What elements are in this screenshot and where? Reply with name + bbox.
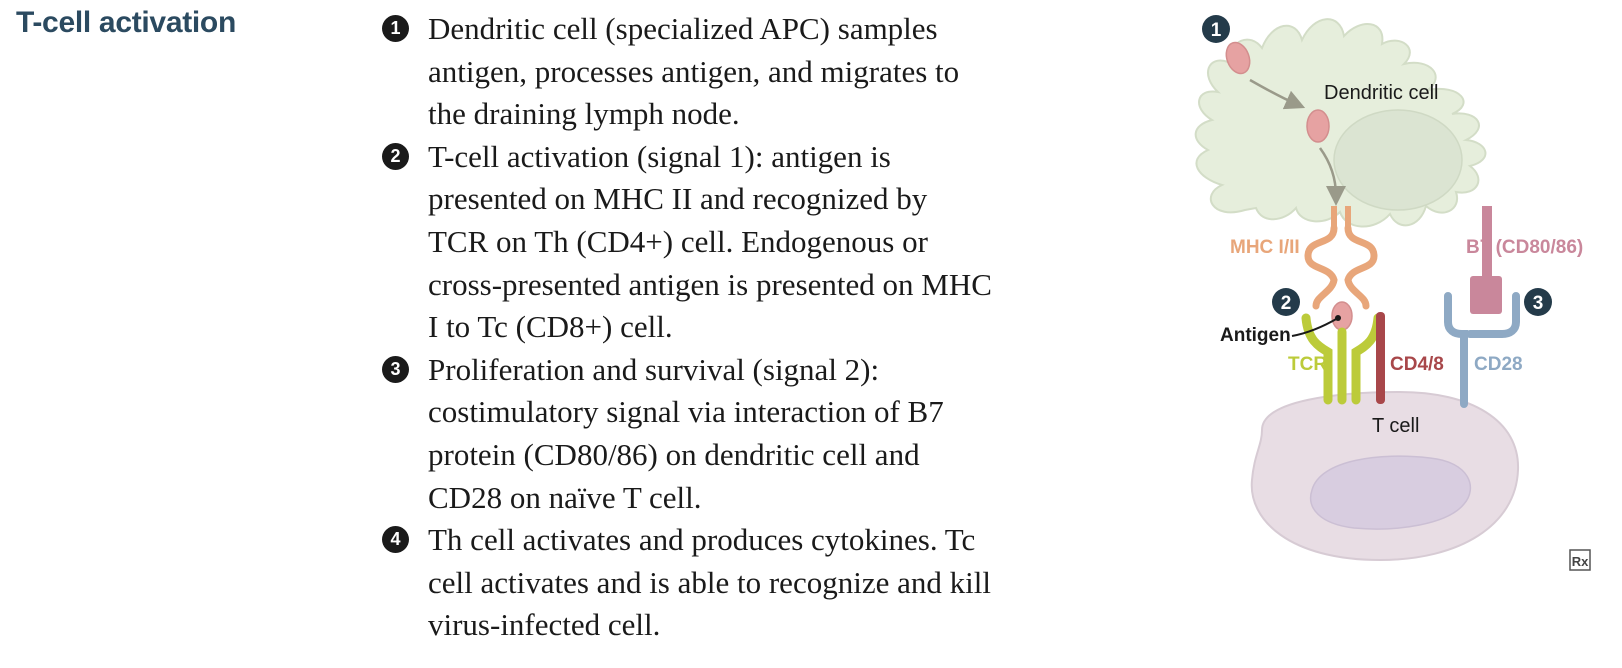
antigen-pointer-dot — [1335, 315, 1341, 321]
step-3-line-2: costimulatory signal via interaction of … — [428, 394, 944, 430]
step-4-line-2: cell activates and is able to recognize … — [428, 564, 991, 600]
step-4-line-3: virus-infected cell. — [428, 607, 661, 643]
antigen-pointer — [1291, 317, 1339, 337]
cd28-receptor — [1444, 292, 1520, 408]
marker-1: 1 — [1211, 20, 1222, 41]
rx-logo: Rx — [1572, 554, 1589, 569]
migration-arrow-2 — [1318, 147, 1346, 206]
step-list: 1 Dendritic cell (specialized APC) sampl… — [382, 8, 1072, 647]
marker-1-circle — [1202, 15, 1230, 43]
step-number-3: 3 — [382, 355, 409, 383]
step-2-line-3: TCR on Th (CD4+) cell. Endogenous or — [428, 223, 928, 259]
marker-2-circle — [1272, 288, 1300, 316]
mhc-label: MHC I/II — [1230, 237, 1300, 258]
antigen-1 — [1225, 41, 1251, 75]
step-1: 1 Dendritic cell (specialized APC) sampl… — [382, 8, 1072, 136]
figure-title: T-cell activation — [16, 6, 236, 39]
b7-label: B7 (CD80/86) — [1466, 237, 1583, 258]
marker-2: 2 — [1281, 293, 1292, 314]
marker-3: 3 — [1533, 293, 1544, 314]
rx-logo-box — [1569, 549, 1591, 571]
t-cell-label: T cell — [1372, 415, 1419, 437]
marker-3-circle — [1524, 288, 1552, 316]
step-number-4: 4 — [382, 526, 409, 554]
step-3: 3 Proliferation and survival (signal 2):… — [382, 349, 1072, 519]
step-3-line-1: Proliferation and survival (signal 2): — [428, 351, 880, 387]
step-2-line-4: cross-presented antigen is presented on … — [428, 266, 992, 302]
t-cell-activation-diagram: Dendritic cell T cell MHC I/II B7 (CD80/… — [1194, 15, 1591, 571]
step-3-line-3: protein (CD80/86) on dendritic cell and — [428, 436, 920, 472]
cd28-label: CD28 — [1474, 354, 1523, 375]
step-4: 4 Th cell activates and produces cytokin… — [382, 519, 1072, 647]
step-1-line-3: the draining lymph node. — [428, 96, 740, 132]
dendritic-cell-nucleus — [1333, 109, 1463, 211]
step-number-1: 1 — [382, 15, 409, 42]
step-1-line-1: Dendritic cell (specialized APC) samples — [428, 11, 938, 46]
t-cell-nucleus — [1309, 455, 1472, 530]
step-2-line-1: T-cell activation (signal 1): antigen is — [428, 138, 891, 174]
step-2: 2 T-cell activation (signal 1): antigen … — [382, 136, 1072, 349]
tcr-label: TCR — [1288, 354, 1327, 375]
antigen-2 — [1306, 109, 1330, 143]
step-2-line-5: I to Tc (CD8+) cell. — [428, 309, 673, 345]
dendritic-cell-label: Dendritic cell — [1324, 82, 1438, 104]
migration-arrow-1 — [1249, 78, 1306, 110]
mhc-molecule — [1304, 206, 1378, 310]
step-number-2: 2 — [382, 142, 409, 170]
antigen-label: Antigen — [1220, 325, 1291, 346]
step-4-line-1: Th cell activates and produces cytokines… — [428, 522, 976, 558]
cd4-8-label: CD4/8 — [1390, 354, 1444, 375]
step-1-line-2: antigen, processes antigen, and migrates… — [428, 53, 960, 89]
cd4-8-coreceptor — [1376, 312, 1385, 404]
step-2-line-2: presented on MHC II and recognized by — [428, 181, 928, 217]
b7-molecule — [1470, 206, 1502, 314]
step-3-line-4: CD28 on naïve T cell. — [428, 479, 702, 515]
antigen-peptide — [1331, 301, 1353, 331]
